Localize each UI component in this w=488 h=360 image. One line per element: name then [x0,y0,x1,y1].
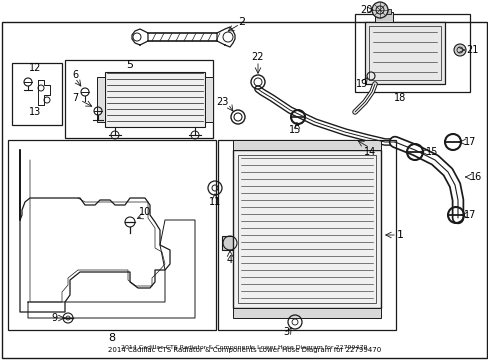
Text: 14: 14 [363,147,375,157]
Bar [204,77,213,122]
Text: 2: 2 [238,17,245,27]
Text: 21: 21 [465,45,477,55]
Circle shape [371,2,387,18]
Bar [232,308,380,318]
Text: 19: 19 [355,79,367,89]
Text: 18: 18 [393,93,406,103]
Text: 12: 12 [29,63,41,73]
Bar [364,22,444,84]
Bar [232,150,380,308]
Text: 7: 7 [72,93,78,103]
Bar [218,140,395,330]
Text: 11: 11 [208,197,221,207]
Text: 17: 17 [463,210,475,220]
Text: 15: 15 [288,125,301,135]
Text: 22: 22 [251,52,264,62]
Text: 1: 1 [396,230,403,240]
Text: 8: 8 [108,333,115,343]
Bar [65,60,213,138]
Bar [97,77,105,122]
Text: 2014 Cadillac CTS Radiator & Components Lower Hose Diagram for 22799470: 2014 Cadillac CTS Radiator & Components … [108,347,380,353]
Text: 23: 23 [215,97,228,107]
Text: 5: 5 [126,60,133,70]
Bar [105,72,204,127]
Text: 13: 13 [29,107,41,117]
Bar [354,14,469,92]
Text: 20: 20 [359,5,371,15]
Bar [8,140,216,330]
Text: 17: 17 [463,137,475,147]
Bar [374,12,392,22]
Bar [222,236,242,250]
Bar [12,63,62,125]
Circle shape [453,44,465,56]
Text: 2014 Cadillac CTS Radiator & Components Lower Hose Diagram for 22799470: 2014 Cadillac CTS Radiator & Components … [121,346,367,351]
Text: 3: 3 [283,327,288,337]
Bar [238,155,375,303]
Text: 6: 6 [72,70,78,80]
Bar [376,9,390,14]
Bar [368,26,440,80]
Text: 15: 15 [425,147,437,157]
Text: 16: 16 [469,172,481,182]
Text: 4: 4 [226,255,233,265]
Text: 9: 9 [52,313,58,323]
Text: 10: 10 [139,207,151,217]
Bar [232,140,380,150]
